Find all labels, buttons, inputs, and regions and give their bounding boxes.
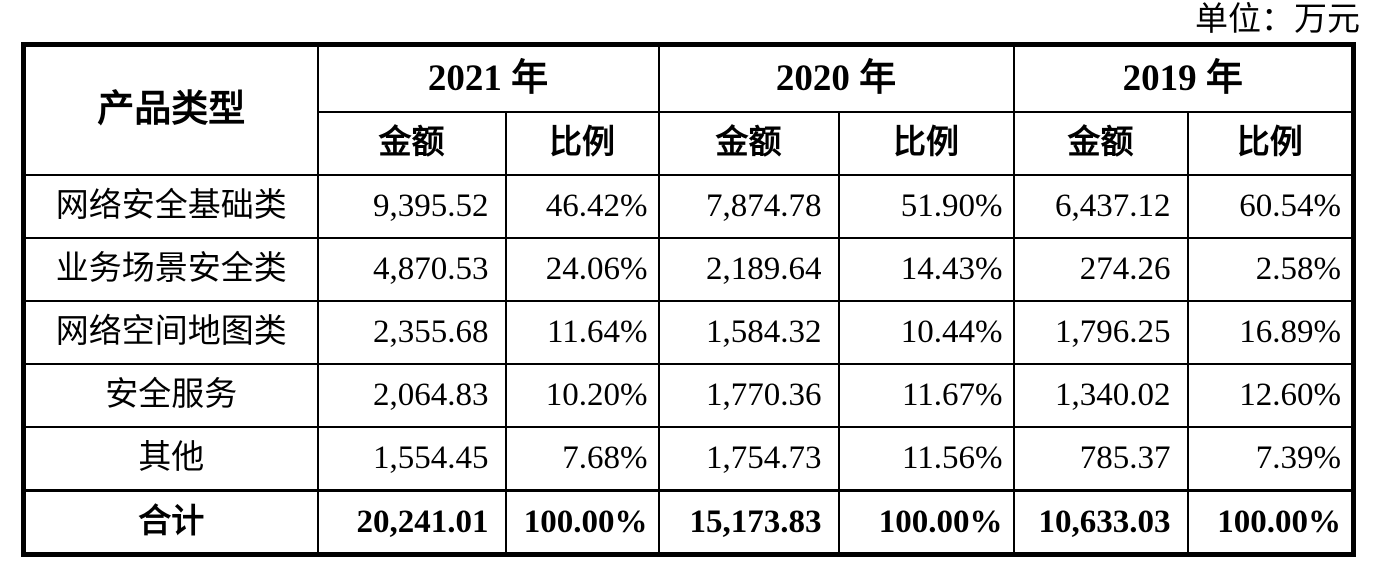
header-year-2019: 2019 年: [1012, 43, 1355, 113]
cell-product: 其他: [22, 426, 319, 492]
cell-2021-amount: 9,395.52: [316, 174, 507, 239]
header-2019-ratio: 比例: [1186, 111, 1355, 176]
cell-2020-ratio-total: 100.00%: [837, 489, 1015, 556]
cell-2019-amount-total: 10,633.03: [1012, 489, 1189, 556]
header-year-2020: 2020 年: [657, 43, 1015, 113]
cell-2019-ratio: 2.58%: [1186, 237, 1355, 302]
header-subrow: 金额 比例 金额 比例 金额 比例: [24, 111, 1355, 176]
cell-2020-ratio: 14.43%: [837, 237, 1015, 302]
cell-2020-amount: 1,770.36: [657, 363, 840, 428]
table-row: 安全服务 2,064.83 10.20% 1,770.36 11.67% 1,3…: [22, 363, 1355, 428]
cell-2021-amount: 4,870.53: [316, 237, 507, 302]
header-year-2021: 2021 年: [316, 43, 660, 113]
cell-2020-ratio: 11.67%: [837, 363, 1015, 428]
cell-2020-ratio: 51.90%: [837, 174, 1015, 239]
cell-2020-amount: 2,189.64: [657, 237, 840, 302]
cell-2020-amount-total: 15,173.83: [657, 489, 840, 556]
header-2021-amount: 金额: [316, 111, 507, 176]
cell-2019-ratio-total: 100.00%: [1186, 489, 1355, 556]
cell-2019-ratio: 60.54%: [1186, 174, 1355, 239]
cell-2019-ratio: 7.39%: [1186, 426, 1355, 492]
cell-2020-ratio: 11.56%: [837, 426, 1015, 492]
table-row: 网络安全基础类 9,395.52 46.42% 7,874.78 51.90% …: [22, 174, 1355, 239]
cell-2021-ratio: 11.64%: [504, 300, 660, 365]
cell-2021-ratio: 7.68%: [504, 426, 660, 492]
table-row: 其他 1,554.45 7.68% 1,754.73 11.56% 785.37…: [22, 426, 1355, 492]
cell-2019-amount: 1,796.25: [1012, 300, 1189, 365]
cell-2020-amount: 1,754.73: [657, 426, 840, 492]
cell-2019-amount: 785.37: [1012, 426, 1189, 492]
cell-product: 安全服务: [22, 363, 319, 428]
cell-2020-ratio: 10.44%: [837, 300, 1015, 365]
header-year-row: 产品类型 2021 年 2020 年 2019 年: [22, 43, 1355, 176]
cell-product: 网络安全基础类: [22, 174, 319, 239]
cell-2021-amount-total: 20,241.01: [316, 489, 507, 556]
table-row: 业务场景安全类 4,870.53 24.06% 2,189.64 14.43% …: [22, 237, 1355, 302]
header-2020-amount: 金额: [657, 111, 840, 176]
cell-total-label: 合计: [22, 489, 319, 556]
cell-2021-amount: 2,355.68: [316, 300, 507, 365]
cell-2019-amount: 274.26: [1012, 237, 1189, 302]
cell-2021-amount: 2,064.83: [316, 363, 507, 428]
cell-2019-ratio: 16.89%: [1186, 300, 1355, 365]
cell-2020-amount: 7,874.78: [657, 174, 840, 239]
cell-2021-ratio: 24.06%: [504, 237, 660, 302]
cell-product: 业务场景安全类: [22, 237, 319, 302]
header-2020-ratio: 比例: [837, 111, 1015, 176]
cell-product: 网络空间地图类: [22, 300, 319, 365]
cell-2019-ratio: 12.60%: [1186, 363, 1355, 428]
product-revenue-table: 产品类型 2021 年 2020 年 2019 年 金额 比例 金额 比例 金额…: [21, 42, 1356, 557]
cell-2021-ratio-total: 100.00%: [504, 489, 660, 556]
cell-2021-ratio: 46.42%: [504, 174, 660, 239]
cell-2019-amount: 1,340.02: [1012, 363, 1189, 428]
unit-label: 单位：万元: [1195, 2, 1360, 38]
cell-2020-amount: 1,584.32: [657, 300, 840, 365]
cell-2021-ratio: 10.20%: [504, 363, 660, 428]
header-product-type: 产品类型: [22, 43, 319, 176]
cell-2019-amount: 6,437.12: [1012, 174, 1189, 239]
cell-2021-amount: 1,554.45: [316, 426, 507, 492]
table-total-row: 合计 20,241.01 100.00% 15,173.83 100.00% 1…: [22, 489, 1355, 556]
table-row: 网络空间地图类 2,355.68 11.64% 1,584.32 10.44% …: [22, 300, 1355, 365]
header-2021-ratio: 比例: [504, 111, 660, 176]
header-2019-amount: 金额: [1012, 111, 1189, 176]
